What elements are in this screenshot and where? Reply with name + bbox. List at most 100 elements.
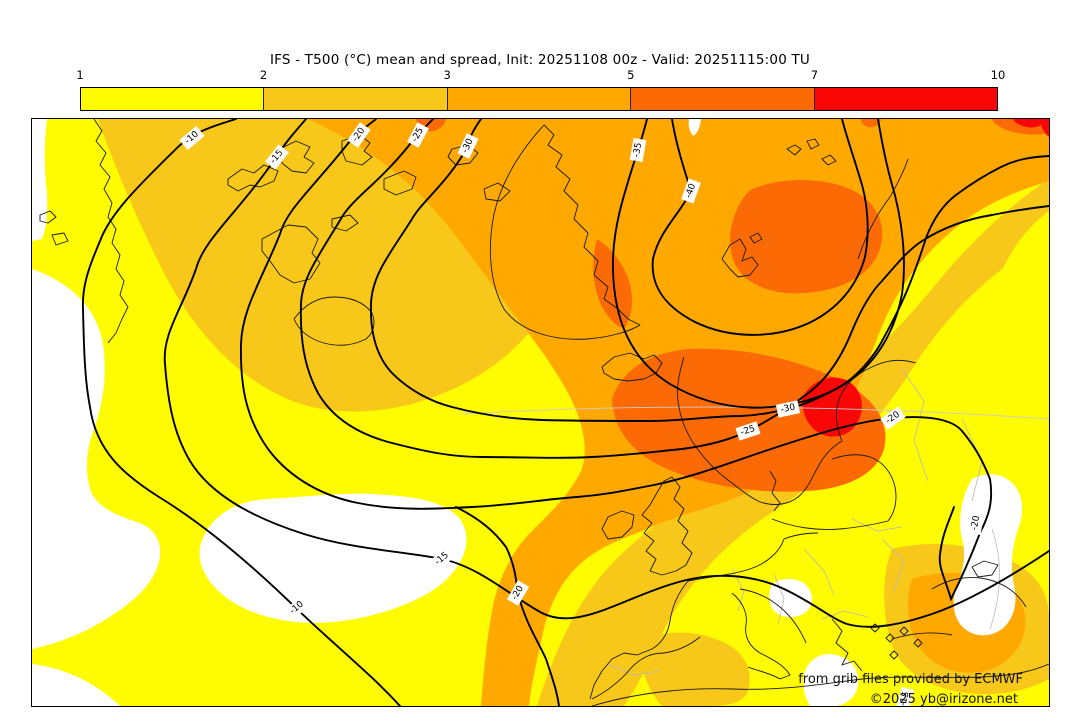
contour-label: -25	[735, 421, 761, 441]
coastline-path	[831, 618, 863, 672]
coastline-path	[331, 214, 359, 232]
contour-label-box	[681, 178, 701, 204]
coastline-path	[721, 238, 759, 278]
attribution-line1: from grib files provided by ECMWF	[798, 672, 1023, 687]
coastline-path	[739, 588, 807, 644]
contour-label-value: -20	[970, 515, 982, 531]
coastline-path	[601, 352, 663, 382]
coastline-path	[769, 470, 781, 512]
spread-region	[730, 180, 883, 294]
contour-label-box	[775, 400, 801, 418]
coastline-path	[687, 538, 785, 582]
map-frame: -10 -15 -20 -25 -30 -35 -40 -30 -25 -20 -20 -20 -15 -…	[31, 118, 1050, 707]
spread-region	[32, 269, 161, 649]
contour-label: -10	[179, 125, 205, 151]
spread-fill-7-10	[802, 119, 1049, 437]
spread-region	[1040, 119, 1049, 137]
coastline-path	[383, 170, 417, 196]
colorbar-tick-label: 7	[810, 68, 819, 82]
colorbar-segment	[446, 88, 631, 110]
colorbar	[80, 87, 998, 111]
coastline-path	[591, 663, 1049, 706]
contour-label: -30	[775, 400, 801, 418]
contour-line-m30	[370, 119, 1049, 422]
coastline-path	[931, 577, 1027, 608]
contour-label-box	[629, 138, 647, 162]
coastline-path	[483, 182, 511, 202]
spread-region	[199, 493, 467, 623]
colorbar-segment	[630, 88, 814, 110]
contour-label-box	[347, 122, 371, 148]
contour-label: -15	[895, 686, 915, 706]
coastline-path	[293, 296, 375, 346]
coastline-path	[857, 158, 909, 260]
contour-label-box	[967, 511, 985, 535]
contour-label-box	[880, 406, 906, 430]
colorbar-segment	[263, 88, 447, 110]
border-line	[803, 548, 835, 596]
spread-region	[1013, 119, 1046, 128]
contour-label-value: -30	[780, 403, 797, 416]
contour-line-m35	[612, 119, 905, 409]
contour-label-value: -15	[898, 691, 911, 706]
coastline-path	[731, 592, 791, 680]
coastline-path	[786, 144, 802, 156]
contour-label-box	[265, 144, 289, 170]
coastline-path	[663, 636, 701, 654]
contour-label-box	[429, 546, 455, 572]
coastline-path	[641, 476, 693, 576]
contour-label: -10	[284, 595, 310, 621]
coastline-path	[589, 648, 653, 700]
colorbar-segment	[81, 88, 264, 110]
coastline-path	[227, 164, 279, 192]
colorbar-tick-label: 1	[76, 68, 84, 82]
contour-label: -15	[429, 546, 455, 572]
coastline-path	[601, 510, 635, 540]
colorbar-tick-label: 2	[259, 68, 268, 82]
contour-labels: -10 -15 -20 -25 -30 -35 -40 -30 -25 -20 -20 -20 -15 -…	[179, 122, 985, 706]
spread-region	[802, 377, 862, 437]
coastline-path	[93, 119, 129, 344]
coastline-path	[806, 138, 820, 150]
border-line	[989, 528, 1000, 630]
contour-label: -40	[681, 178, 701, 204]
spread-region	[32, 664, 120, 706]
border-line	[606, 663, 661, 676]
coastline-path	[971, 560, 999, 578]
contour-label-box	[179, 125, 205, 151]
colorbar-tick-label: 10	[990, 68, 1006, 82]
contour-label: -20	[967, 511, 985, 535]
contour-label-value: -25	[739, 424, 756, 438]
contour-label: -30	[457, 133, 479, 159]
country-borders	[606, 368, 1000, 676]
coastline-path	[651, 580, 689, 650]
page-title: IFS - T500 (°C) mean and spread, Init: 2…	[269, 52, 811, 68]
weather-map: -10 -15 -20 -25 -30 -35 -40 -30 -25 -20 -20 -20 -15 -…	[32, 119, 1049, 706]
coastline-path	[870, 623, 923, 660]
contour-line-m40	[651, 119, 869, 336]
attribution-line2: ©2025 yb@irizone.net	[870, 692, 1018, 706]
spread-region	[989, 211, 1049, 324]
border-line	[851, 518, 903, 532]
spread-region	[32, 119, 48, 241]
spread-region	[688, 119, 701, 136]
contour-label-value: -40	[684, 182, 699, 199]
colorbar-segment	[813, 88, 998, 110]
contour-label: -20	[506, 580, 530, 606]
contour-line-m25	[299, 119, 1049, 459]
coastline-path	[39, 210, 57, 224]
coastline-path	[51, 232, 69, 246]
contour-label-box	[407, 122, 429, 148]
coastline-path	[749, 232, 763, 244]
coastline-path	[831, 454, 897, 522]
coastline-path	[771, 518, 889, 530]
spread-fill-lt1	[32, 119, 1023, 706]
contour-label-box	[457, 133, 479, 159]
coastline-path	[543, 124, 641, 326]
coastline-path	[891, 632, 953, 640]
contour-label: -20	[880, 406, 906, 430]
coastline-path	[591, 652, 665, 700]
contour-label-box	[735, 421, 761, 441]
spread-region	[953, 474, 1023, 636]
